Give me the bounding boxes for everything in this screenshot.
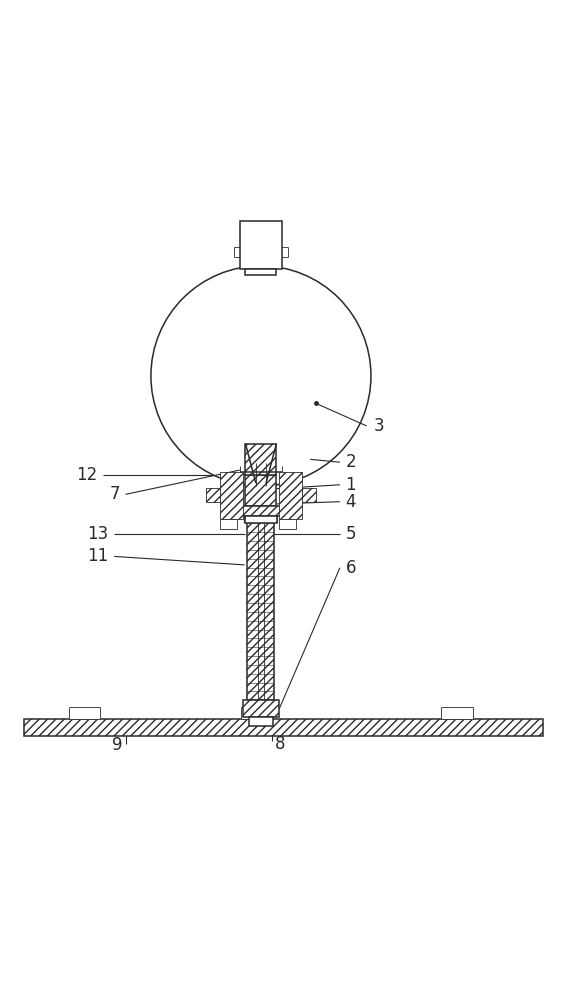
Bar xyxy=(280,472,302,519)
Bar xyxy=(247,506,274,700)
Bar xyxy=(243,700,280,717)
Text: 1: 1 xyxy=(345,476,356,494)
Bar xyxy=(241,707,272,719)
Bar xyxy=(244,516,277,523)
Text: 12: 12 xyxy=(76,466,98,484)
Text: 8: 8 xyxy=(275,735,286,753)
Text: 2: 2 xyxy=(345,453,356,471)
Bar xyxy=(69,707,100,719)
Ellipse shape xyxy=(151,266,371,486)
Bar xyxy=(246,269,277,275)
Bar xyxy=(220,472,243,519)
Bar xyxy=(442,707,472,719)
Text: 6: 6 xyxy=(345,559,356,577)
Bar xyxy=(246,475,277,506)
Text: 11: 11 xyxy=(87,547,109,565)
Bar xyxy=(249,717,273,726)
Text: 5: 5 xyxy=(345,525,356,543)
Text: 4: 4 xyxy=(345,493,356,511)
Bar xyxy=(240,221,282,269)
Text: 13: 13 xyxy=(87,525,109,543)
Bar xyxy=(302,488,316,502)
Bar xyxy=(280,519,296,529)
Text: 7: 7 xyxy=(109,485,120,503)
Text: 9: 9 xyxy=(112,736,122,754)
Bar xyxy=(24,719,543,736)
Bar xyxy=(246,444,277,475)
Text: 3: 3 xyxy=(374,417,384,435)
Bar xyxy=(220,519,237,529)
Bar xyxy=(240,506,282,516)
Bar xyxy=(206,488,220,502)
